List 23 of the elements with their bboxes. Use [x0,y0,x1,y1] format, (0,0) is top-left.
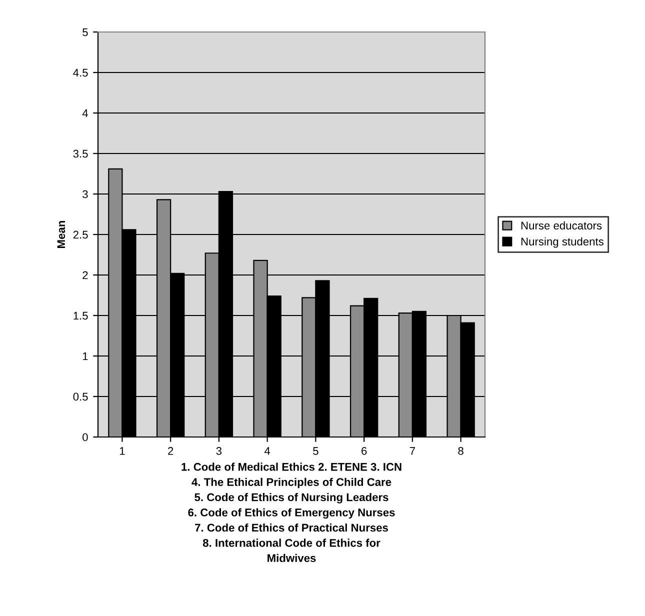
x-tick-label: 8 [458,447,464,455]
y-tick-label: 4 [82,109,88,118]
x-tick-label: 4 [264,447,270,455]
y-tick-label: 2.5 [73,230,88,239]
y-tick-label: 5 [82,28,88,36]
x-tick-label: 6 [362,447,367,455]
x-tick-label: 1 [120,447,125,455]
x-tick-label: 5 [313,447,318,455]
y-tick-label: 0 [82,433,88,442]
y-tick-label: 1.5 [74,312,88,320]
y-tick-label: 2 [82,271,88,280]
x-axis-title: 1. Code of Medical Ethics 2. ETENE 3. ICN 4. The Ethical Principles of Child Care 5. Code of Ethics of Nursing Leaders 6. Code of Ethics of Emergency Nurses 7. Code of Ethics of Practical Nurses 8. International Code of Ethics for Midwives [182,462,402,562]
y-axis-title: Mean [57,220,66,248]
y-tick-label: 3 [82,190,88,198]
x-tick-label: 7 [410,447,415,455]
y-tick-label: 1 [82,352,88,360]
legend-label: Nursing students [521,237,604,248]
legend-label: Nurse educators [521,221,602,230]
y-tick-label: 0.5 [73,392,88,401]
y-tick-label: 4.5 [73,68,88,77]
x-tick-label: 2 [168,447,174,455]
x-tick-label: 3 [216,447,222,455]
y-tick-label: 3.5 [73,150,88,158]
